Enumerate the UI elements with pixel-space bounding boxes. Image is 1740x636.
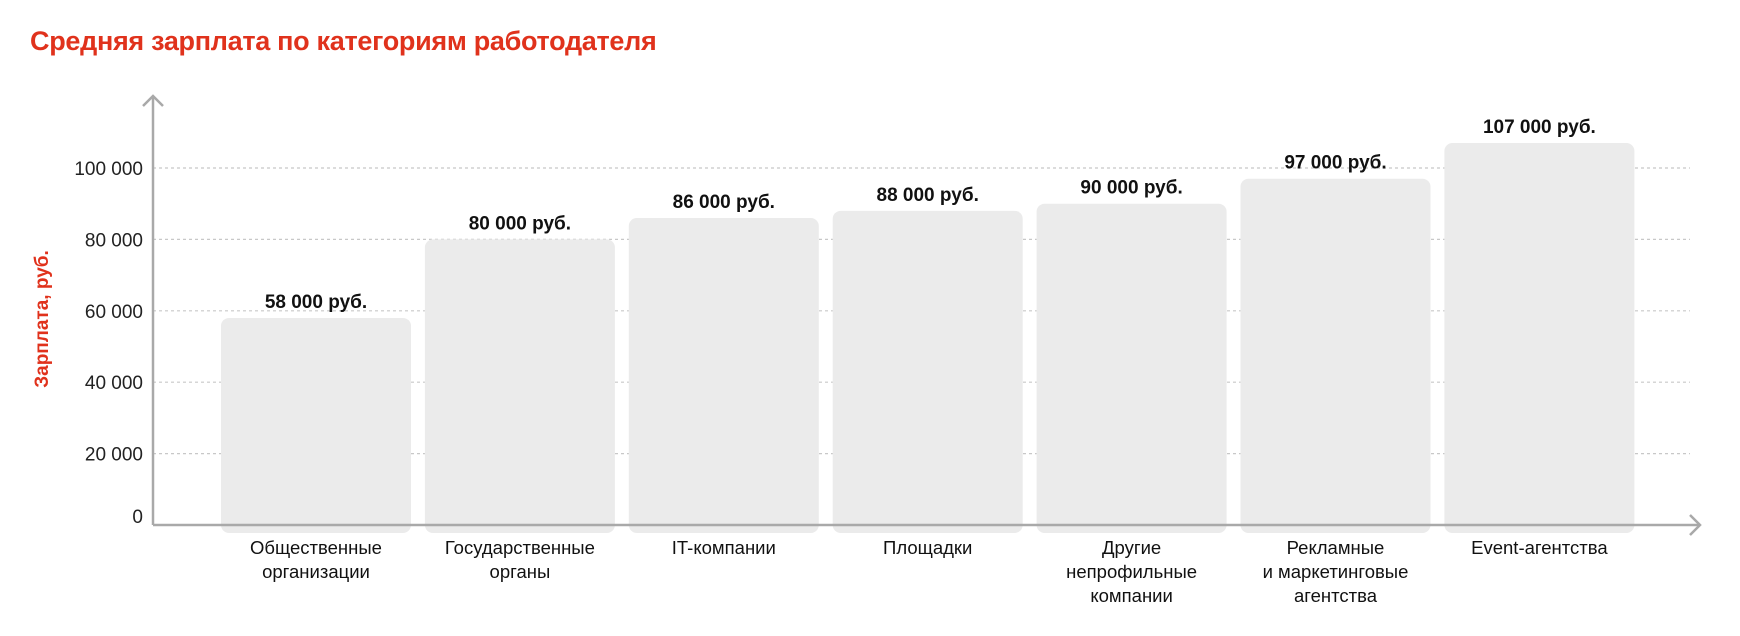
data-label: 90 000 руб. (1080, 178, 1182, 199)
y-tick-labels: 0 20 000 40 000 60 000 80 000 100 000 (74, 159, 143, 528)
y-axis-arrow (142, 94, 164, 107)
x-tick-label-line: IT-компании (672, 537, 776, 558)
x-tick-label-line: Рекламные (1287, 537, 1385, 558)
bar (1444, 143, 1635, 533)
y-tick-label: 80 000 (85, 230, 143, 251)
x-tick-label-line: и маркетинговые (1263, 561, 1409, 582)
y-tick-label: 0 (132, 507, 143, 528)
data-label: 86 000 руб. (673, 192, 775, 213)
x-tick-label: Рекламные и маркетинговые агентства (1263, 537, 1409, 606)
x-tick-label-line: Государственные (445, 537, 595, 558)
x-tick-label: Площадки (883, 537, 972, 558)
bar (832, 210, 1023, 533)
bars (221, 143, 1635, 534)
data-label: 97 000 руб. (1284, 153, 1386, 174)
bar (424, 239, 615, 533)
data-label: 80 000 руб. (469, 213, 571, 234)
x-tick-label-line: Общественные (250, 537, 382, 558)
x-tick-label-line: Другие (1102, 537, 1161, 558)
x-tick-label-line: Event-агентства (1471, 537, 1608, 558)
x-tick-label: Государственные органы (445, 537, 595, 582)
axes (142, 94, 1702, 536)
chart-title: Средняя зарплата по категориям работодат… (30, 26, 657, 56)
data-label: 107 000 руб. (1483, 117, 1596, 138)
bar (1036, 203, 1227, 533)
y-tick-label: 20 000 (85, 445, 143, 466)
x-tick-label-line: компании (1090, 585, 1173, 606)
x-tick-label: Общественные организации (250, 537, 382, 582)
x-tick-label-line: организации (262, 561, 370, 582)
y-tick-label: 60 000 (85, 302, 143, 323)
data-label: 58 000 руб. (265, 292, 367, 313)
bar (221, 317, 411, 533)
x-tick-label: Другие непрофильные компании (1066, 537, 1197, 606)
value-labels: 58 000 руб. 80 000 руб. 86 000 руб. 88 000 … (265, 117, 1596, 313)
x-tick-label-line: непрофильные (1066, 561, 1197, 582)
x-tick-label-line: агентства (1294, 585, 1378, 606)
bar (1240, 178, 1431, 533)
bar (628, 217, 819, 534)
x-axis-arrow (1689, 514, 1702, 536)
y-axis-title: Зарплата, руб. (32, 250, 53, 388)
x-tick-label: IT-компании (672, 537, 776, 558)
data-label: 88 000 руб. (877, 185, 979, 206)
y-tick-label: 100 000 (74, 159, 143, 180)
category-labels: Общественные организации Государственные ор… (250, 537, 1608, 606)
x-tick-label-line: органы (490, 561, 551, 582)
y-tick-label: 40 000 (85, 373, 143, 394)
x-tick-label-line: Площадки (883, 537, 972, 558)
x-tick-label: Event-агентства (1471, 537, 1608, 558)
